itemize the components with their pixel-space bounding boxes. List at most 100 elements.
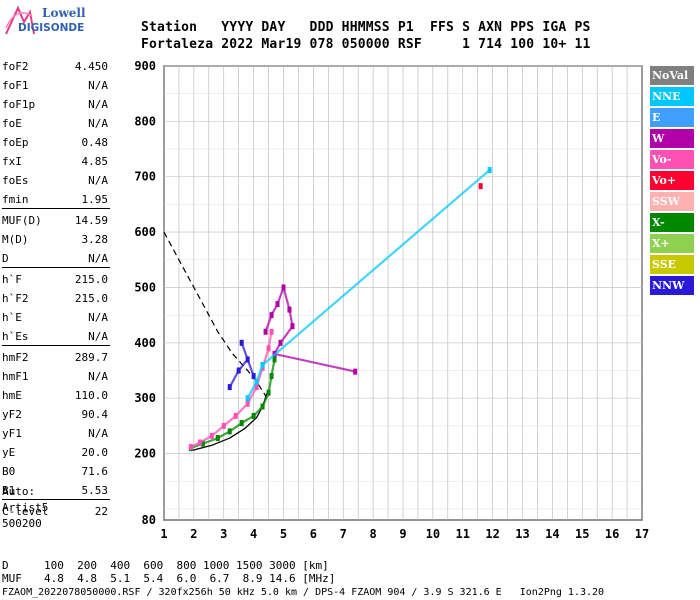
x-tick-label: 17: [635, 527, 649, 541]
param-value: N/A: [88, 117, 108, 130]
param-value: N/A: [88, 79, 108, 92]
y-tick-label: 200: [134, 447, 156, 461]
trace-line: [246, 169, 491, 399]
param-value: 14.59: [74, 214, 108, 227]
param-key: fxI: [2, 155, 22, 168]
param-key: foF1p: [2, 98, 36, 111]
param-row: yF1 N/A: [2, 424, 108, 443]
param-row: foEp 0.48: [2, 133, 108, 152]
param-row: fxI 4.85: [2, 152, 108, 171]
legend-item: SSW: [650, 192, 694, 211]
param-value: 215.0: [74, 292, 108, 305]
x-tick-label: 9: [399, 527, 406, 541]
param-row: foF2 4.450: [2, 57, 108, 76]
param-row: M(D) 3.28: [2, 230, 108, 249]
param-key: M(D): [2, 233, 29, 246]
param-value: N/A: [88, 311, 108, 324]
x-tick-label: 11: [456, 527, 470, 541]
x-tick-label: 13: [515, 527, 529, 541]
trace-line: [190, 331, 273, 448]
auto-version: 500200: [2, 517, 42, 530]
param-value: 1.95: [81, 193, 109, 206]
param-value: N/A: [88, 98, 108, 111]
legend-item: X-: [650, 213, 694, 232]
param-key: yF2: [2, 408, 22, 421]
trace-point: [353, 368, 358, 375]
param-row: foF1 N/A: [2, 76, 108, 95]
legend-item: NoVal: [650, 66, 694, 85]
legend-item: W: [650, 129, 694, 148]
trace-point: [188, 443, 193, 450]
param-separator: [2, 267, 110, 268]
x-tick-label: 14: [545, 527, 559, 541]
trace-point: [227, 384, 232, 391]
param-key: foE: [2, 117, 22, 130]
param-row: B1 5.53: [2, 481, 108, 500]
param-key: MUF(D): [2, 214, 42, 227]
digisonde-logo-icon: [5, 5, 35, 35]
header-row-2: Fortaleza 2022 Mar19 078 050000 RSF 1 71…: [141, 37, 591, 52]
param-row: h`E N/A: [2, 308, 108, 327]
param-key: yF1: [2, 427, 22, 440]
param-key: h`E: [2, 311, 22, 324]
trace-point: [269, 328, 274, 335]
legend-item: NNW: [650, 276, 694, 295]
param-key: hmF2: [2, 351, 29, 364]
param-key: fmin: [2, 193, 29, 206]
legend-item: X+: [650, 234, 694, 253]
param-value: 0.48: [81, 136, 109, 149]
x-tick-label: 6: [310, 527, 317, 541]
x-tick-label: 16: [605, 527, 619, 541]
param-row: C-level 22: [2, 502, 108, 521]
param-value: N/A: [88, 330, 108, 343]
param-row: fmin 1.95: [2, 190, 108, 209]
legend-item: Vo-: [650, 150, 694, 169]
param-key: foEs: [2, 174, 29, 187]
trace-point: [251, 373, 256, 380]
x-tick-label: 10: [426, 527, 440, 541]
param-row: foEs N/A: [2, 171, 108, 190]
param-value: 289.7: [74, 351, 108, 364]
trace-point: [478, 183, 483, 190]
param-key: h`F2: [2, 292, 29, 305]
x-tick-label: 4: [250, 527, 257, 541]
header-row-1: Station YYYY DAY DDD HHMMSS P1 FFS S AXN…: [141, 20, 591, 35]
x-tick-label: 1: [160, 527, 167, 541]
legend-item: E: [650, 108, 694, 127]
param-value: N/A: [88, 370, 108, 383]
footer-muf-label: MUF: [2, 572, 22, 585]
param-value: N/A: [88, 174, 108, 187]
param-value: 4.450: [74, 60, 108, 73]
parameter-panel: foF2 4.450 foF1 N/A foF1p N/A foE N/A foEp 0.48 fx…: [2, 57, 110, 518]
auto-engine: Artist5: [2, 501, 49, 514]
param-key: D: [2, 252, 9, 265]
param-separator: [2, 345, 110, 346]
param-key: hmF1: [2, 370, 29, 383]
param-value: N/A: [88, 427, 108, 440]
y-tick-label: 400: [134, 336, 156, 350]
param-value: 3.28: [81, 233, 109, 246]
param-value: 4.85: [81, 155, 109, 168]
x-tick-label: 12: [485, 527, 499, 541]
param-row: foE N/A: [2, 114, 108, 133]
ionogram-chart: 1 2 3 4 5 6 7 8 9 10 11 12 13 14 15 16 17802003004005006…: [134, 59, 649, 541]
param-key: foEp: [2, 136, 29, 149]
legend-item: SSE: [650, 255, 694, 274]
param-row: B0 71.6: [2, 462, 108, 481]
param-row: hmF1 N/A: [2, 367, 108, 386]
legend-item: NNE: [650, 87, 694, 106]
param-value: 215.0: [74, 273, 108, 286]
param-row: h`F 215.0: [2, 270, 108, 289]
y-tick-label: 900: [134, 59, 156, 73]
logo-line2: DIGISONDE: [18, 22, 85, 34]
param-row: h`F2 215.0: [2, 289, 108, 308]
param-row: h`Es N/A: [2, 327, 108, 346]
param-key: yE: [2, 446, 16, 459]
param-value: 22: [94, 505, 108, 518]
y-tick-label: 800: [134, 114, 156, 128]
param-key: h`F: [2, 273, 22, 286]
param-row: yF2 90.4: [2, 405, 108, 424]
trace-point: [487, 167, 492, 174]
param-row: hmF2 289.7: [2, 348, 108, 367]
param-separator: [2, 208, 110, 209]
